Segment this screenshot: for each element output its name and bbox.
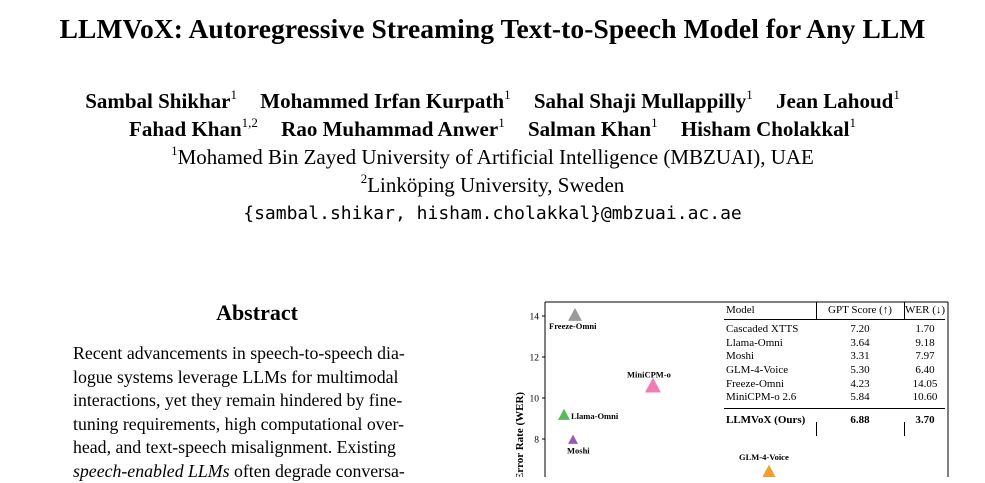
table-cell: MiniCPM-o 2.6 [726,391,796,405]
table-cell: 5.84 [817,391,903,405]
table-cell: 9.18 [905,337,945,351]
author: Sahal Shaji Mullappilly1 [534,89,753,113]
table-cell: 4.23 [817,378,903,392]
table-divider [904,422,905,436]
point-label: Llama-Omni [571,411,619,421]
table-divider [816,422,817,436]
table-row-ours: LLMVoX (Ours) 6.88 3.70 [724,411,945,429]
affiliation: 1Mohamed Bin Zayed University of Artific… [0,145,985,170]
marker-triangle [558,409,570,420]
authors-line-2: Fahad Khan1,2 Rao Muhammad Anwer1 Salman… [0,117,985,142]
author: Fahad Khan1,2 [129,117,258,141]
table-cell: 6.88 [817,411,903,429]
author: Jean Lahoud1 [776,89,900,113]
table-cell: 5.30 [817,364,903,378]
author: Hisham Cholakkal1 [681,117,856,141]
abstract-line: interactions, yet they remain hindered b… [73,389,447,413]
table-divider [816,302,817,319]
abstract-text: Recent advancements in speech-to-speech … [73,342,447,483]
y-tick-label: 8 [534,436,539,446]
table-cell: 7.20 [817,323,903,337]
affiliation: 2Linköping University, Sweden [0,173,985,198]
results-table: Model GPT Score (↑) WER (↓) Cascaded XTT… [724,302,945,429]
table-cell: GLM-4-Voice [726,364,788,378]
author: Sambal Shikhar1 [85,89,237,113]
paper-title: LLMVoX: Autoregressive Streaming Text-to… [0,13,985,45]
table-cell: Freeze-Omni [726,378,784,392]
marker-triangle [568,435,578,444]
point-label: MiniCPM-o [627,370,671,380]
table-cell: 6.40 [905,364,945,378]
table-cell: 1.70 [905,323,945,337]
point-label: GLM-4-Voice [739,452,789,462]
marker-triangle [645,378,661,393]
marker-triangle [568,308,582,321]
abstract-line: logue systems leverage LLMs for multimod… [73,366,447,390]
header-cell: GPT Score (↑) [817,302,903,319]
table-cell: 7.97 [905,350,945,364]
abstract-heading: Abstract [73,300,441,326]
table-cell: 14.05 [905,378,945,392]
authors-line-1: Sambal Shikhar1 Mohammed Irfan Kurpath1 … [0,89,985,114]
table-cell: LLMVoX (Ours) [726,411,805,429]
table-cell: 10.60 [905,391,945,405]
abstract-line: Recent advancements in speech-to-speech … [73,342,447,366]
point-label: Moshi [567,446,590,456]
y-tick-label: 12 [530,354,540,364]
header-cell: Model [726,302,755,319]
marker-triangle [762,465,776,477]
author-email[interactable]: {sambal.shikar, hisham.cholakkal}@mbzuai… [0,203,985,224]
abstract-line: head, and text-speech misalignment. Exis… [73,436,447,460]
table-cell: Moshi [726,350,754,364]
table-divider [904,302,905,319]
point-label: Freeze-Omni [549,321,597,331]
author: Salman Khan1 [528,117,658,141]
abstract-line: speech-enabled LLMs often degrade conver… [73,460,447,483]
y-tick-label: 10 [530,395,540,405]
table-header: Model GPT Score (↑) WER (↓) [724,302,945,320]
abstract-line: tuning requirements, high computational … [73,413,447,437]
table-cell: 3.31 [817,350,903,364]
table-cell: 3.64 [817,337,903,351]
y-axis-label: Error Rate (WER) [514,392,526,477]
table-cell: Llama-Omni [726,337,783,351]
table-cell: 3.70 [905,411,945,429]
y-tick-label: 14 [530,313,540,323]
header-cell: WER (↓) [905,302,945,319]
author: Rao Muhammad Anwer1 [281,117,505,141]
table-cell: Cascaded XTTS [726,323,798,337]
author: Mohammed Irfan Kurpath1 [260,89,510,113]
